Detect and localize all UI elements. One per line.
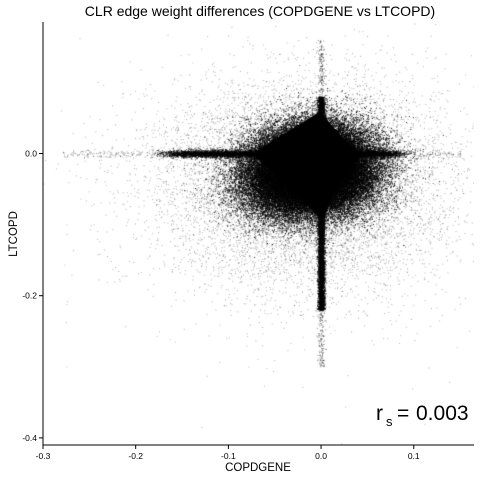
y-ticks: 0.0 -0.2 -0.4	[22, 149, 43, 443]
y-axis-title: LTCOPD	[8, 211, 20, 257]
x-axis: -0.3 -0.2 -0.1 0.0 0.1	[36, 444, 474, 461]
scatter-points	[43, 22, 474, 445]
x-tick-label: 0.1	[408, 451, 420, 461]
x-tick-label: -0.1	[221, 451, 236, 461]
x-tick-label: 0.0	[315, 451, 327, 461]
y-tick-label: -0.4	[22, 433, 37, 443]
y-axis: 0.0 -0.2 -0.4	[22, 22, 44, 445]
y-tick-label: -0.2	[22, 291, 37, 301]
y-tick-label: 0.0	[25, 149, 37, 159]
stat-symbol: r	[376, 402, 383, 425]
stat-subscript: s	[386, 414, 393, 429]
x-tick-label: -0.2	[128, 451, 143, 461]
stat-relation: =	[397, 402, 409, 425]
correlation-annotation: r s = 0.003	[376, 402, 469, 429]
stat-value: 0.003	[416, 402, 469, 425]
x-axis-title: COPDGENE	[225, 462, 291, 474]
x-tick-label: -0.3	[36, 451, 51, 461]
chart-title: CLR edge weight differences (COPDGENE vs…	[85, 3, 435, 19]
x-ticks: -0.3 -0.2 -0.1 0.0 0.1	[36, 445, 420, 461]
